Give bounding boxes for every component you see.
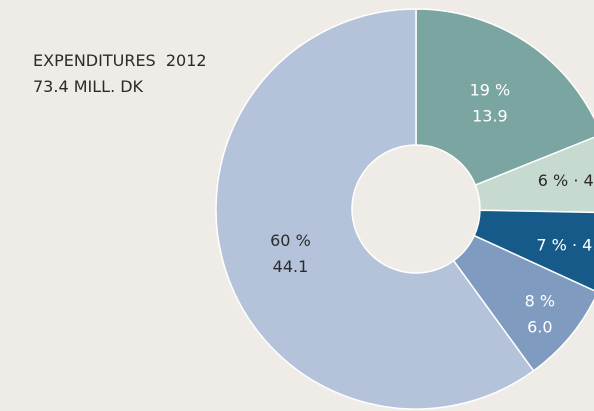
- chart-subtitle: 73.4 MILL. DK: [33, 77, 144, 96]
- slice-percent-label-0: 19 %: [470, 81, 511, 100]
- slice-label-2: 7 % · 4.8: [536, 236, 594, 255]
- donut-slice-0: [415, 8, 594, 187]
- slice-percent-label-3: 8 %: [525, 291, 555, 310]
- donut-slice-1: [474, 136, 594, 214]
- donut-slice-2: [473, 209, 594, 292]
- slice-percent-label-4: 60 %: [270, 231, 311, 250]
- slice-value-label-4: 44.1: [273, 257, 309, 276]
- slice-value-label-0: 13.9: [472, 107, 508, 126]
- chart-title: EXPENDITURES 2012: [33, 51, 207, 70]
- slice-label-1: 6 % · 4.7: [538, 171, 594, 190]
- chart-title-block: EXPENDITURES 2012 73.4 MILL. DK: [33, 48, 207, 100]
- donut-slice-4: [215, 8, 535, 410]
- slice-value-label-3: 6.0: [527, 317, 552, 336]
